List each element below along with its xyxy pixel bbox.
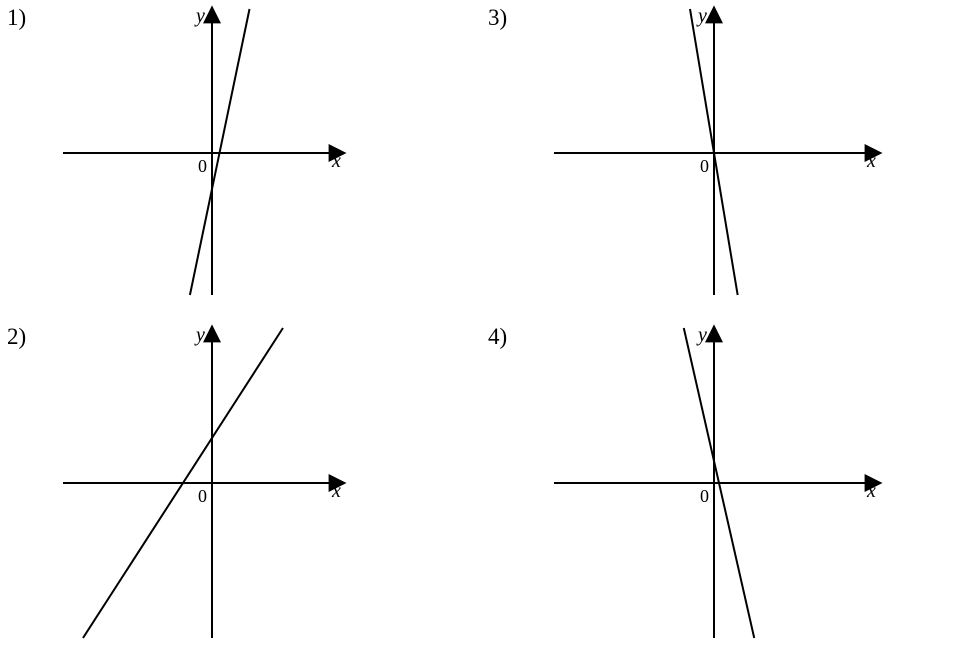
- y-axis-label: y: [696, 324, 707, 346]
- panel-2-svg: x y 0: [53, 322, 356, 644]
- origin-label: 0: [198, 486, 207, 506]
- panel-1-number: 1): [7, 5, 26, 31]
- y-axis-label: y: [696, 5, 707, 27]
- panel-1-svg: x y 0: [53, 3, 356, 300]
- y-axis-label: y: [194, 5, 205, 27]
- origin-label: 0: [700, 156, 709, 176]
- panel-3-number: 3): [488, 5, 507, 31]
- x-axis-label: x: [331, 480, 341, 502]
- x-axis-label: x: [866, 480, 876, 502]
- x-axis-label: x: [331, 150, 341, 172]
- page-root: 1) x y 0 2) x y 0 3) x y 0 4) x y 0: [0, 0, 954, 649]
- y-axis-label: y: [194, 324, 205, 346]
- panel-3-svg: x y 0: [534, 3, 894, 300]
- x-axis-label: x: [866, 150, 876, 172]
- panel-4-number: 4): [488, 324, 507, 350]
- chart-panel-3: x y 0: [534, 3, 894, 300]
- origin-label: 0: [700, 486, 709, 506]
- chart-panel-1: x y 0: [53, 3, 356, 300]
- chart-panel-4: x y 0: [534, 322, 894, 644]
- panel-2-number: 2): [7, 324, 26, 350]
- panel-4-svg: x y 0: [534, 322, 894, 644]
- origin-label: 0: [198, 156, 207, 176]
- chart-panel-2: x y 0: [53, 322, 356, 644]
